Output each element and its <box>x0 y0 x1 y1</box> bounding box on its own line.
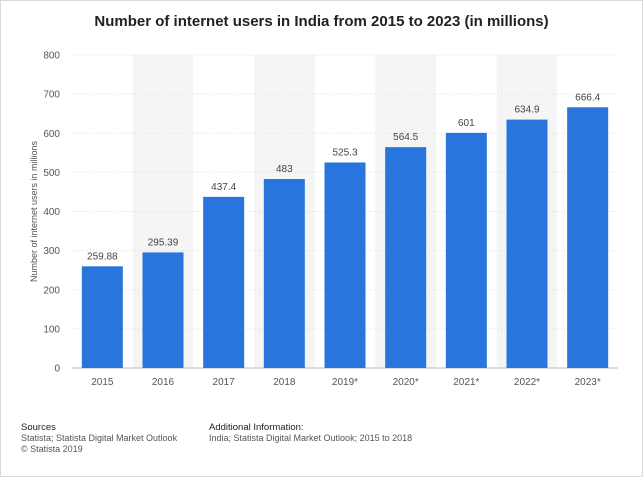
y-tick-label: 200 <box>43 285 60 296</box>
y-tick-label: 100 <box>43 324 60 335</box>
copyright-line: © Statista 2019 <box>21 444 83 454</box>
bar <box>142 252 184 368</box>
bar-value-label: 483 <box>276 164 293 175</box>
bar <box>263 179 305 368</box>
additional-info-block: Additional Information: India; Statista … <box>209 422 412 444</box>
additional-info-heading: Additional Information: <box>209 422 304 433</box>
sources-line: Statista; Statista Digital Market Outloo… <box>21 433 178 443</box>
x-tick-label: 2017 <box>213 377 236 388</box>
x-tick-label: 2020* <box>393 377 419 388</box>
y-tick-label: 500 <box>43 168 60 179</box>
y-tick-label: 0 <box>54 364 60 375</box>
bar-value-label: 437.4 <box>211 182 236 193</box>
bar-chart: 0 100 200 300 400 500 600 700 800 259.88 2015 295.3… <box>29 51 618 388</box>
y-tick-label: 300 <box>43 246 60 257</box>
y-tick-label: 600 <box>43 129 60 140</box>
x-tick-label: 2016 <box>152 377 175 388</box>
bar <box>445 132 487 368</box>
x-tick-label: 2015 <box>91 377 114 388</box>
sources-block: Sources Statista; Statista Digital Marke… <box>21 422 177 455</box>
bar <box>203 196 245 368</box>
bar-value-label: 634.9 <box>514 105 539 116</box>
bar-value-label: 564.5 <box>393 132 418 143</box>
y-tick-label: 700 <box>43 90 60 101</box>
bar <box>506 119 548 369</box>
x-tick-label: 2022* <box>514 377 540 388</box>
y-tick-label: 400 <box>43 207 60 218</box>
x-tick-label: 2023* <box>575 377 601 388</box>
sources-heading: Sources <box>21 422 56 433</box>
additional-info-line: India; Statista Digital Market Outlook; … <box>209 433 413 443</box>
bar <box>385 147 427 368</box>
bar-value-label: 666.4 <box>575 92 600 103</box>
x-tick-label: 2021* <box>453 377 479 388</box>
bar-value-label: 295.39 <box>148 237 179 248</box>
x-tick-label: 2018 <box>273 377 296 388</box>
bar <box>324 162 366 368</box>
bar <box>81 266 123 368</box>
bar-value-label: 601 <box>458 118 475 129</box>
bar-value-label: 259.88 <box>87 251 118 262</box>
y-axis-title: Number of internet users in millions <box>29 140 39 282</box>
y-tick-label: 800 <box>43 51 60 62</box>
x-tick-label: 2019* <box>332 377 358 388</box>
chart-title: Number of internet users in India from 2… <box>94 13 549 30</box>
bar <box>567 107 609 369</box>
bar-value-label: 525.3 <box>332 147 357 158</box>
